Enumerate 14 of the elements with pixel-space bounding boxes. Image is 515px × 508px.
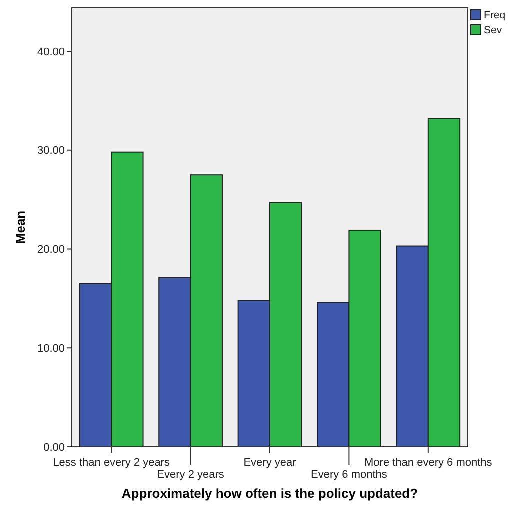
y-tick-label: 30.00	[37, 145, 65, 158]
y-tick-label: 20.00	[37, 244, 65, 256]
x-tick-label: Every 6 months	[310, 468, 388, 481]
legend-label: Sev	[484, 24, 503, 37]
x-tick-label: More than every 6 months	[364, 456, 493, 469]
x-axis-title: Approximately how often is the policy updated?	[122, 486, 418, 501]
y-tick-label: 0.00	[44, 442, 65, 454]
y-tick-label: 10.00	[37, 342, 65, 355]
legend-label: Freq	[484, 10, 506, 22]
y-tick-label: 40.00	[37, 46, 65, 58]
x-tick-label: Every year	[244, 456, 297, 469]
x-tick-label: Every 2 years	[157, 468, 225, 481]
y-axis-title: Mean	[13, 210, 28, 244]
x-tick-label: Less than every 2 years	[53, 456, 170, 469]
